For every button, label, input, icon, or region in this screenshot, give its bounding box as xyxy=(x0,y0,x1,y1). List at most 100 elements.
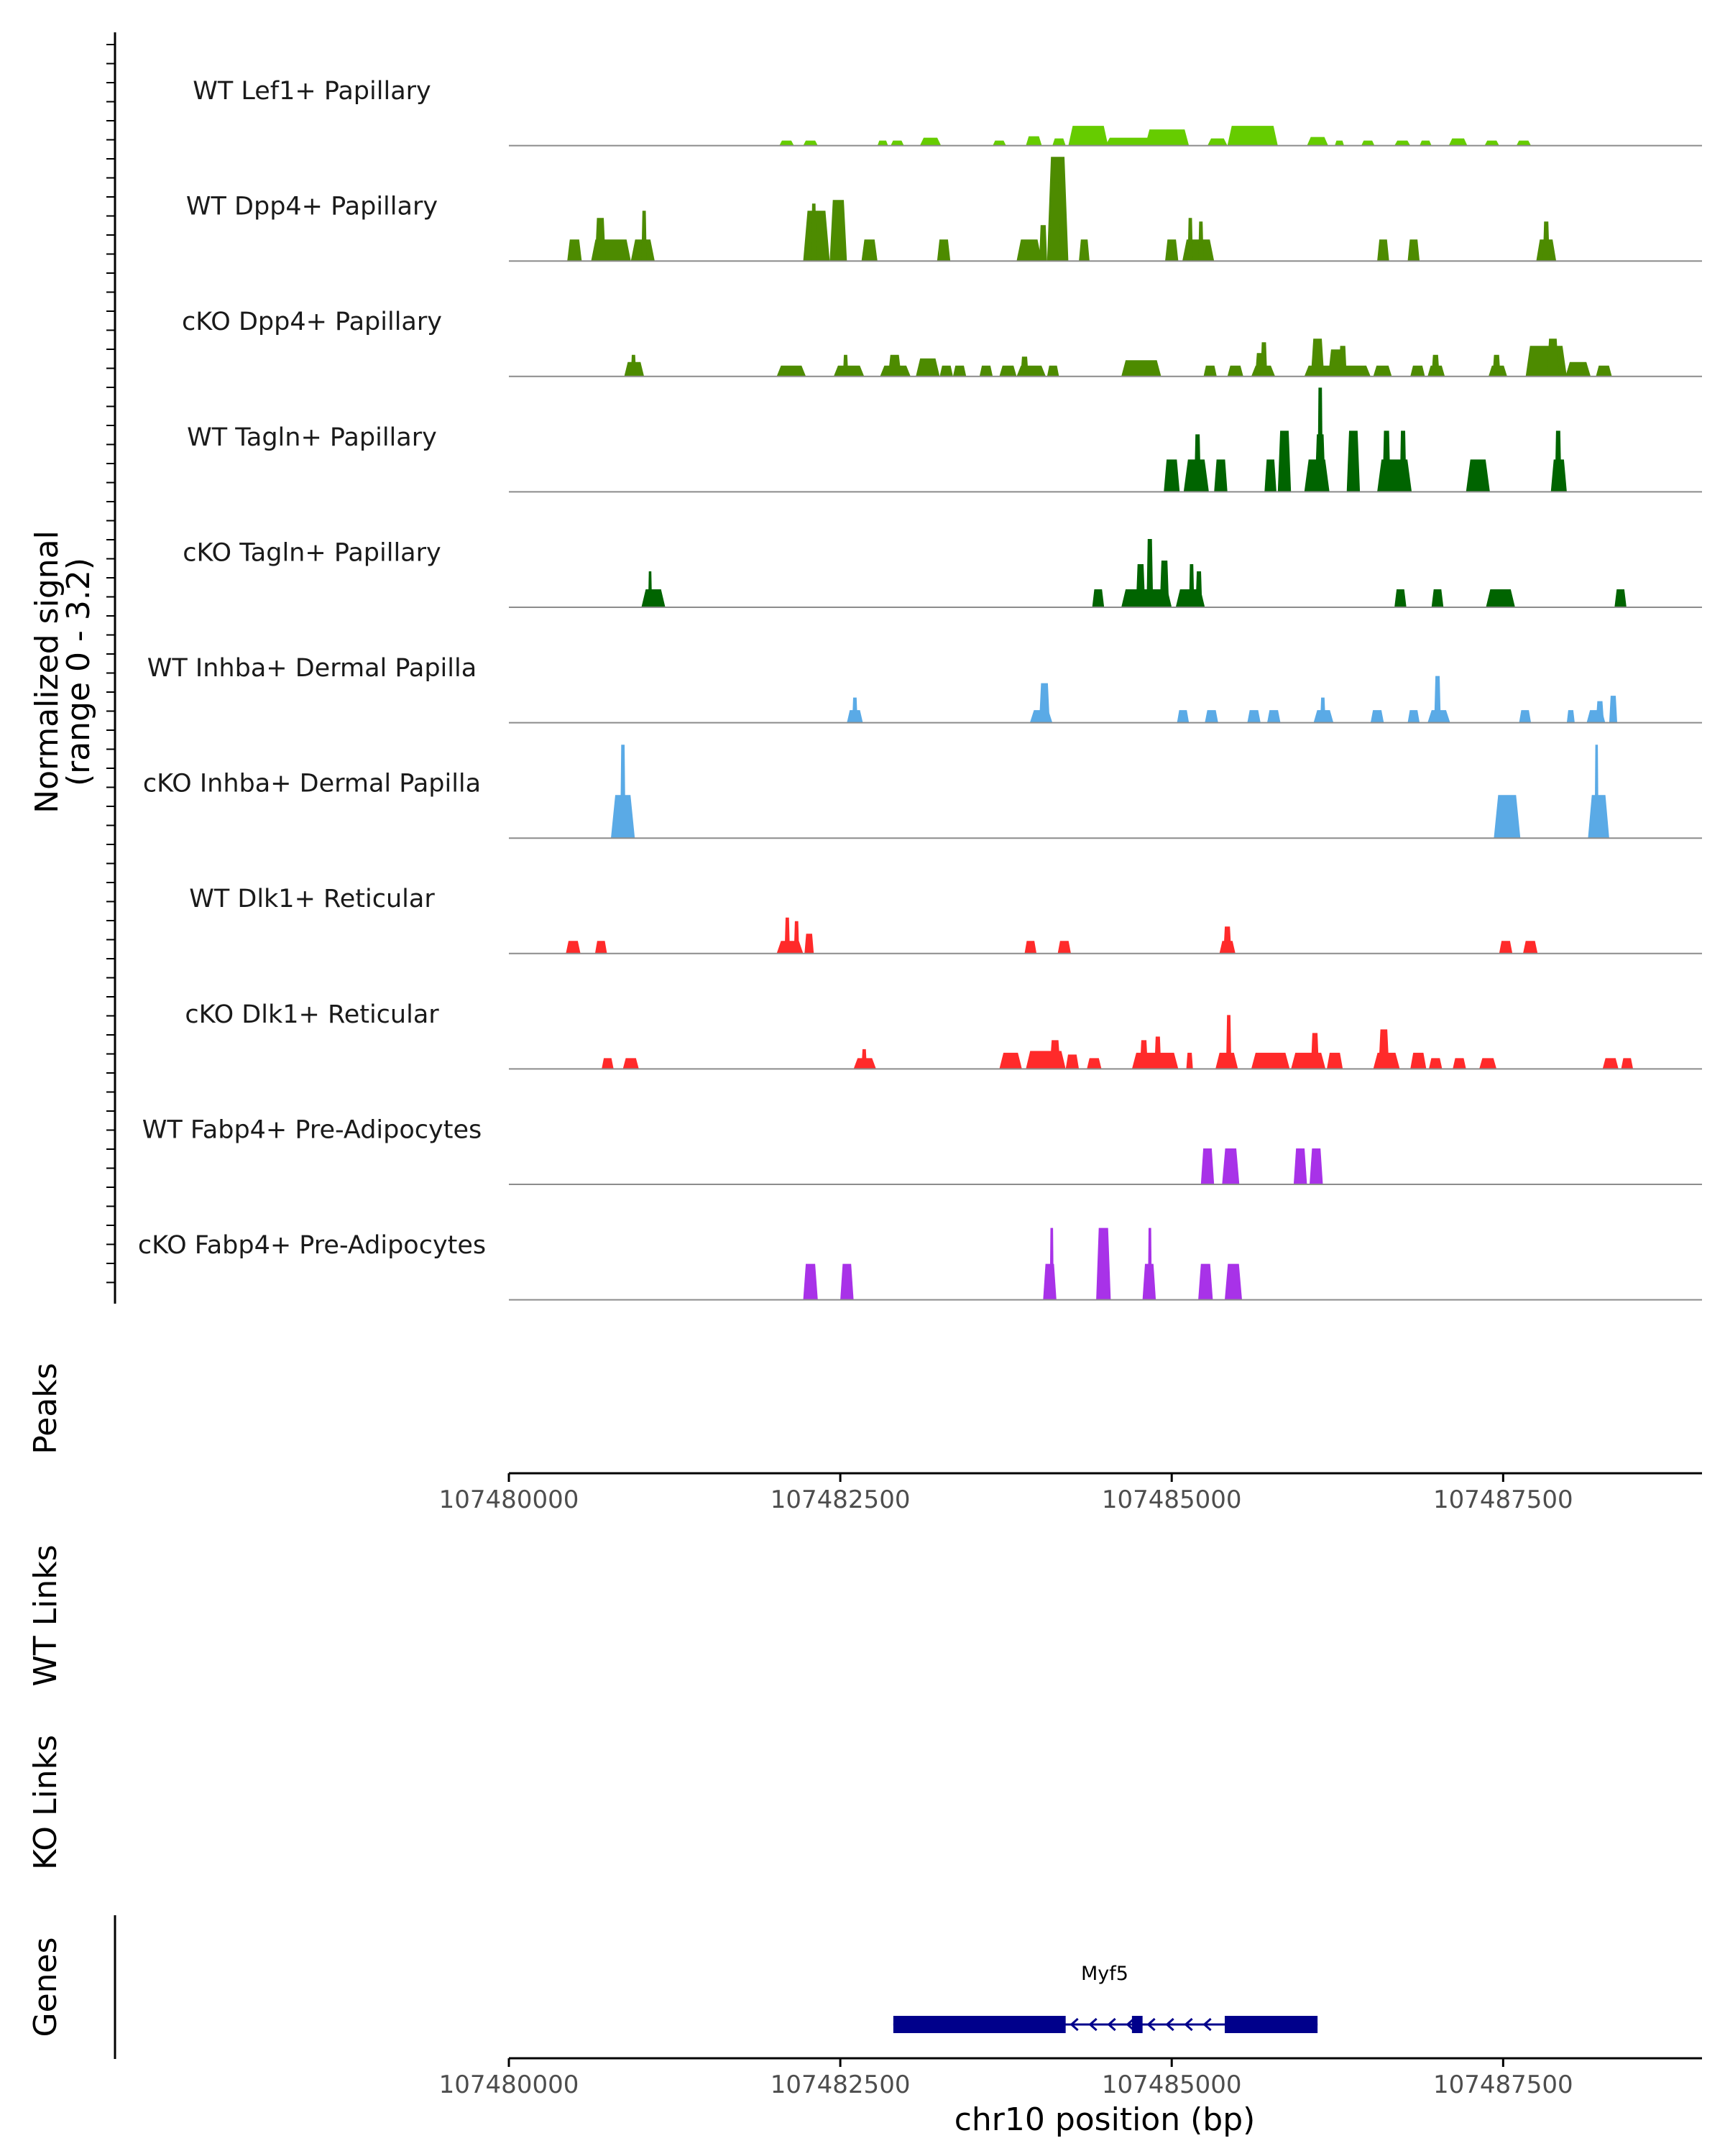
coverage-peak xyxy=(1187,218,1193,262)
x-tick-label: 107482500 xyxy=(770,2070,911,2099)
coverage-peak xyxy=(1594,745,1599,839)
coverage-peak xyxy=(1434,676,1441,723)
strand-arrow xyxy=(1202,2017,1212,2032)
coverage-peak xyxy=(1373,365,1392,377)
coverage-peak xyxy=(1068,126,1108,146)
coverage-peak xyxy=(1614,589,1627,607)
signal-y-ticks xyxy=(106,44,115,1284)
coverage-peak xyxy=(811,203,816,262)
genes-x-ticks: 107480000 107482500 107485000 107487500 xyxy=(439,2058,1573,2099)
strand-arrow xyxy=(1165,2017,1174,2032)
coverage-peak xyxy=(939,365,953,377)
track: cKO Dlk1+ Reticular xyxy=(185,1000,1702,1070)
track-label: WT Inhba+ Dermal Papilla xyxy=(147,654,477,683)
coverage-peak xyxy=(1264,459,1276,492)
track-label: WT Dpp4+ Papillary xyxy=(186,193,438,221)
coverage-peak xyxy=(1021,356,1029,377)
track: WT Fabp4+ Pre-Adipocytes xyxy=(142,1115,1702,1185)
coverage-peak xyxy=(594,218,606,262)
coverage-peak xyxy=(1542,221,1550,262)
coverage-peak xyxy=(1382,430,1391,492)
coverage-peak xyxy=(1200,1148,1215,1184)
coverage-peak xyxy=(888,354,901,377)
strand-arrow xyxy=(1146,2017,1156,2032)
coverage-peak xyxy=(1519,710,1532,723)
coverage-peak xyxy=(1227,126,1278,146)
signal-ylabel-line2: (range 0 - 3.2) xyxy=(60,558,97,786)
coverage-peak xyxy=(1602,1058,1619,1069)
track-label: cKO Dlk1+ Reticular xyxy=(185,1000,439,1029)
gene-model xyxy=(893,2016,1318,2033)
coverage-peak xyxy=(804,934,814,954)
coverage-peak xyxy=(1361,140,1375,146)
coverage-peak xyxy=(833,365,865,377)
coverage-peak xyxy=(979,365,993,377)
coverage-peak xyxy=(776,941,804,954)
coverage-peak xyxy=(1525,346,1567,377)
coverage-peak xyxy=(1251,1052,1290,1069)
coverage-peak xyxy=(794,921,799,954)
coverage-peak xyxy=(1039,225,1047,262)
coverage-peak xyxy=(1484,140,1499,146)
coverage-peak xyxy=(1310,338,1325,377)
coverage-peak xyxy=(1148,1227,1152,1300)
strand-arrow xyxy=(1126,2017,1135,2032)
coverage-peak xyxy=(776,365,806,377)
coverage-peak xyxy=(1277,430,1292,492)
track: cKO Tagln+ Papillary xyxy=(183,538,1702,608)
coverage-peak xyxy=(641,211,647,262)
coverage-peak xyxy=(630,354,637,377)
x-tick-label: 107480000 xyxy=(439,1485,579,1514)
coverage-peak xyxy=(1377,239,1389,262)
track-label: cKO Inhba+ Dermal Papilla xyxy=(143,770,481,798)
coverage-peak xyxy=(1049,1227,1054,1300)
coverage-peak xyxy=(1065,1054,1080,1069)
coverage-peak xyxy=(1203,365,1217,377)
track: cKO Fabp4+ Pre-Adipocytes xyxy=(138,1227,1702,1301)
coverage-peak xyxy=(1566,710,1575,723)
coverage-peak xyxy=(1609,696,1617,723)
coverage-peak xyxy=(1165,239,1179,262)
track: WT Dlk1+ Reticular xyxy=(189,885,1702,954)
coverage-peak xyxy=(1105,137,1159,146)
coverage-peak xyxy=(648,571,653,607)
x-tick-label: 107487500 xyxy=(1433,2070,1573,2099)
coverage-peak xyxy=(1057,941,1071,954)
coverage-peak xyxy=(919,137,942,146)
coverage-peak xyxy=(1186,1052,1193,1069)
coverage-peak xyxy=(1121,589,1172,607)
coverage-peak xyxy=(1588,795,1609,839)
coverage-peak xyxy=(877,140,888,146)
signal-ylabel-line1: Normalized signal xyxy=(29,530,65,814)
coverage-peak xyxy=(1049,182,1061,262)
coverage-tracks: WT Lef1+ Papillary WT Dpp4+ Papillary cKO … xyxy=(138,77,1702,1301)
coverage-peak xyxy=(993,140,1006,146)
coverage-peak xyxy=(1431,354,1440,377)
track: WT Tagln+ Papillary xyxy=(187,387,1702,493)
coverage-peak xyxy=(1370,710,1384,723)
coverage-peak xyxy=(1198,221,1204,262)
coverage-peak xyxy=(1523,941,1538,954)
coverage-peak xyxy=(1499,941,1513,954)
coverage-peak xyxy=(1205,710,1218,723)
coverage-peak xyxy=(1516,140,1532,146)
track-label: cKO Dpp4+ Papillary xyxy=(182,308,442,336)
coverage-peak xyxy=(1136,564,1146,607)
coverage-peak xyxy=(1429,1058,1443,1069)
coverage-peak xyxy=(1039,683,1050,723)
coverage-peak xyxy=(1247,710,1261,723)
coverage-peak xyxy=(1087,1058,1102,1069)
coverage-peak xyxy=(1092,589,1105,607)
coverage-peak xyxy=(622,1058,639,1069)
coverage-peak xyxy=(779,140,794,146)
coverage-peak xyxy=(937,239,951,262)
coverage-peak xyxy=(1121,360,1162,377)
coverage-peak xyxy=(829,200,847,262)
coverage-peak xyxy=(1307,137,1328,146)
coverage-peak xyxy=(1024,941,1037,954)
coverage-peak xyxy=(1466,459,1490,492)
genes-panel-label: Genes xyxy=(27,1937,64,2037)
coverage-peak xyxy=(999,1052,1022,1069)
coverage-peak xyxy=(1407,710,1420,723)
coverage-peak xyxy=(1327,1052,1343,1069)
